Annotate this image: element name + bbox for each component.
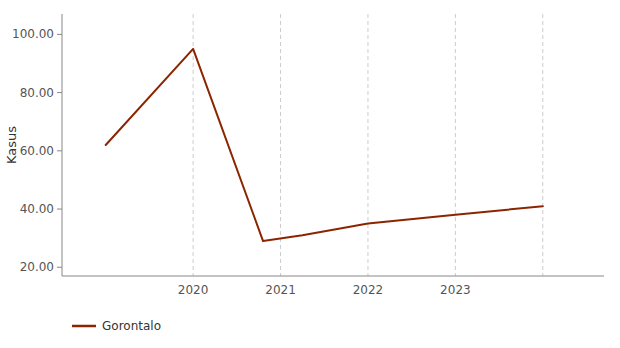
x-tick-label: 2023 <box>440 283 471 297</box>
y-axis-label: Kasus <box>4 126 19 164</box>
grid-line <box>455 14 456 276</box>
grid-line <box>367 14 368 276</box>
y-tick <box>57 150 62 151</box>
x-tick-label: 2022 <box>353 283 384 297</box>
y-tick <box>57 92 62 93</box>
x-axis-line <box>62 276 604 277</box>
line <box>106 49 543 241</box>
y-tick-label: 60.00 <box>20 144 54 158</box>
grid-line <box>193 14 194 276</box>
grid-line <box>280 14 281 276</box>
x-tick-label: 2021 <box>265 283 296 297</box>
legend-label: Gorontalo <box>102 319 161 333</box>
grid-line <box>542 14 543 276</box>
x-tick-label: 2020 <box>178 283 209 297</box>
y-tick-label: 80.00 <box>20 86 54 100</box>
y-tick <box>57 209 62 210</box>
plot-area <box>106 49 543 241</box>
legend: Gorontalo <box>72 319 161 333</box>
y-tick-label: 20.00 <box>20 260 54 274</box>
chart: 2020 2021 2022 2023 20.00 40.00 60.00 80.00 100.… <box>0 0 620 348</box>
y-tick <box>57 267 62 268</box>
y-tick <box>57 34 62 35</box>
legend-swatch <box>72 325 96 328</box>
y-axis-line <box>62 14 63 276</box>
chart-container: 2020 2021 2022 2023 20.00 40.00 60.00 80.00 100.… <box>0 0 620 348</box>
y-tick-label: 100.00 <box>12 27 54 41</box>
y-tick-label: 40.00 <box>20 202 54 216</box>
y-axis: 20.00 40.00 60.00 80.00 100.00 <box>12 27 62 274</box>
